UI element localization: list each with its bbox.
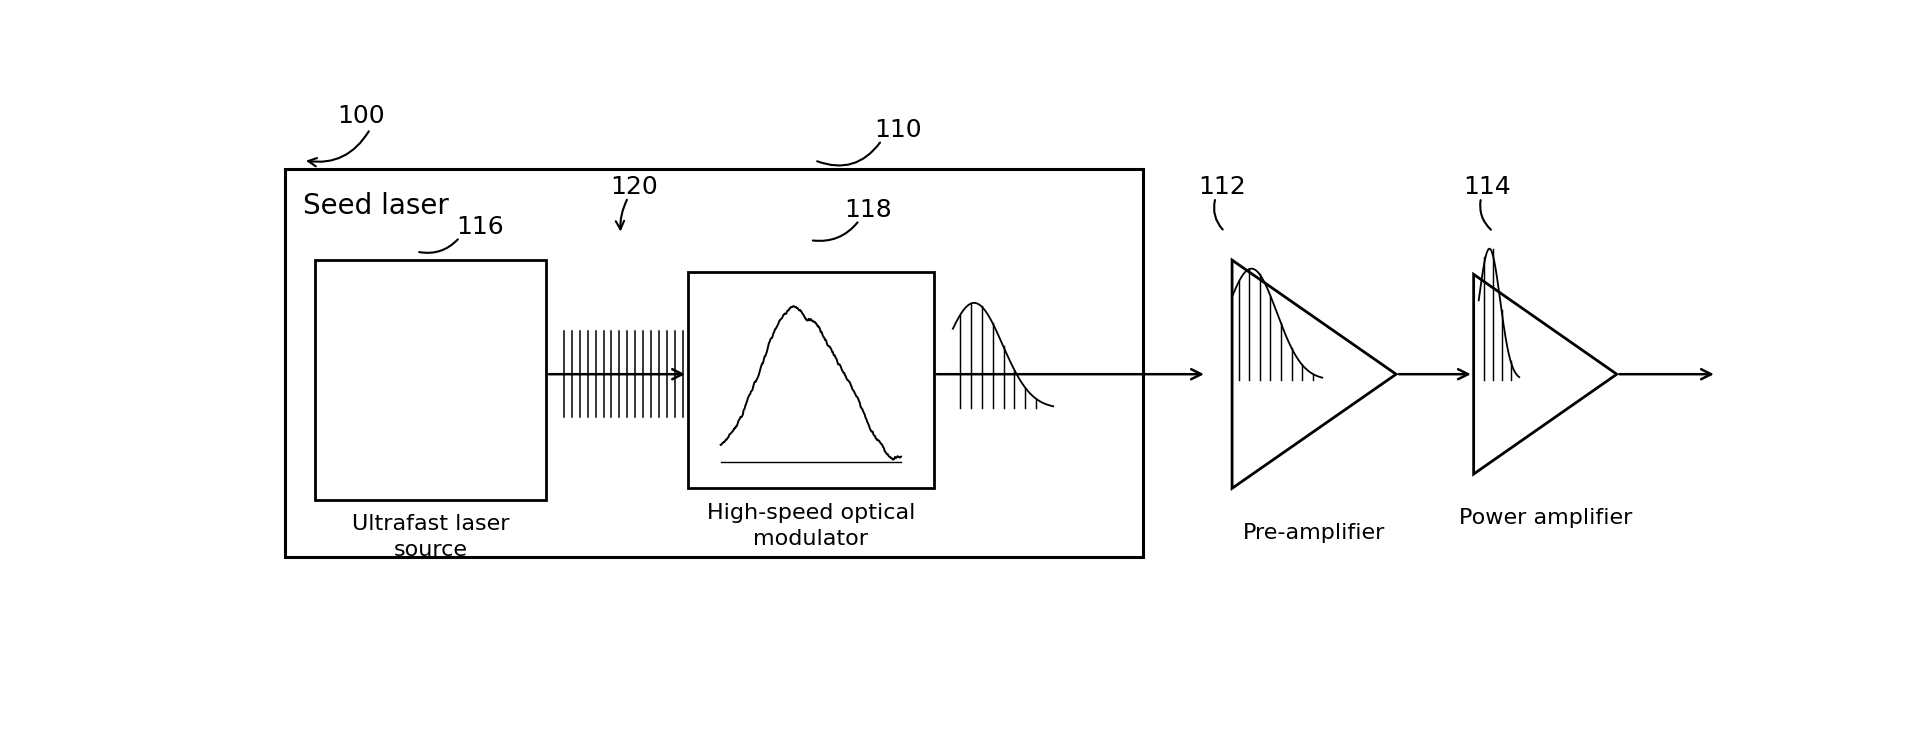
Text: 116: 116	[456, 216, 504, 239]
Text: 100: 100	[337, 104, 385, 128]
Text: 110: 110	[873, 119, 921, 142]
Text: 118: 118	[844, 199, 892, 222]
Text: 114: 114	[1461, 176, 1510, 199]
Polygon shape	[1231, 260, 1396, 488]
Bar	[688, 271, 933, 488]
Text: 112: 112	[1198, 176, 1244, 199]
Text: High-speed optical
modulator: High-speed optical modulator	[706, 502, 915, 549]
Text: Pre-amplifier: Pre-amplifier	[1242, 522, 1385, 542]
Text: Seed laser: Seed laser	[304, 192, 448, 219]
Text: Ultrafast laser
source: Ultrafast laser source	[352, 514, 510, 560]
Bar	[285, 169, 1142, 556]
Text: 120: 120	[610, 176, 658, 199]
Text: Power amplifier: Power amplifier	[1458, 508, 1631, 528]
Bar	[315, 260, 546, 499]
Polygon shape	[1473, 274, 1615, 474]
